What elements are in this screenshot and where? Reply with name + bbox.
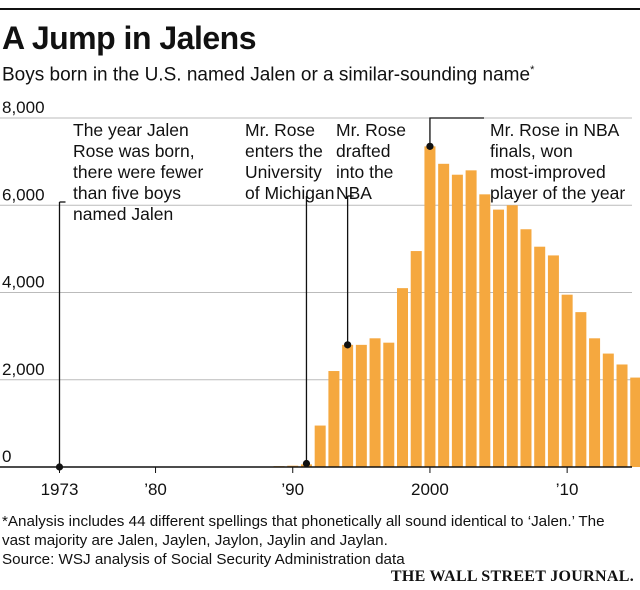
annotation-text: named Jalen (73, 204, 173, 224)
jalen-bar-chart: 0 2,000 4,000 6,000 8,000 1973 ’80 ’90 2000 ’10 Th… (0, 98, 640, 499)
bar (561, 294, 573, 467)
bar (547, 255, 559, 467)
bar (383, 342, 395, 467)
x-tick-label: 2000 (411, 480, 449, 499)
subtitle-text: Boys born in the U.S. named Jalen or a s… (2, 64, 531, 86)
footnote: *Analysis includes 44 different spelling… (2, 512, 632, 550)
annotation-text: The year Jalen (73, 120, 189, 140)
annotation-dot (426, 142, 434, 150)
bar (328, 371, 340, 467)
bar (314, 425, 326, 467)
publisher-logo: THE WALL STREET JOURNAL. (390, 568, 634, 585)
bar (397, 288, 408, 467)
bar (506, 205, 518, 467)
chart-subtitle: Boys born in the U.S. named Jalen or a s… (2, 64, 534, 86)
y-tick-label: 6,000 (2, 185, 45, 204)
bar (424, 146, 436, 467)
bar (355, 344, 367, 467)
bar (616, 364, 628, 467)
annotation-text: there were fewer (73, 162, 204, 182)
bar (602, 353, 614, 467)
y-tick-label: 2,000 (2, 360, 45, 379)
y-tick-label: 4,000 (2, 273, 45, 292)
chart-title: A Jump in Jalens (2, 20, 257, 56)
bar (369, 338, 381, 467)
bar (589, 338, 601, 467)
annotation-text: Rose was born, (73, 141, 195, 161)
bar (451, 174, 463, 467)
annotation-dot (55, 463, 64, 471)
x-tick-label: ’80 (144, 480, 167, 499)
bar (534, 246, 546, 467)
top-rule (0, 8, 640, 10)
footnote-marker: * (530, 64, 535, 76)
bar (479, 194, 491, 467)
annotation-text: Mr. Rose (245, 120, 315, 140)
annotation-dot (344, 341, 352, 349)
bar (465, 170, 477, 467)
annotation-text: Mr. Rose in NBA (490, 120, 620, 140)
bar (438, 163, 450, 467)
bar (410, 251, 422, 467)
annotation-text: most-improved (490, 162, 606, 182)
bar (342, 344, 354, 467)
annotation-text: into the (336, 162, 393, 182)
annotation-dot (302, 459, 311, 468)
footnote-text: *Analysis includes 44 different spelling… (2, 513, 605, 549)
annotation-text: player of the year (490, 183, 625, 203)
annotation-text: NBA (336, 183, 372, 203)
x-tick-label: ’10 (556, 480, 579, 499)
y-tick-label: 8,000 (2, 98, 45, 117)
annotation-text: University (245, 162, 322, 182)
x-tick-label: 1973 (41, 480, 79, 499)
annotation-text: enters the (245, 141, 323, 161)
bar (493, 209, 505, 468)
y-tick-label: 0 (2, 447, 11, 466)
bar (630, 377, 640, 467)
bar (520, 229, 532, 467)
annotation-text: drafted (336, 141, 390, 161)
bar (575, 312, 587, 467)
annotation-text: of Michigan (245, 183, 335, 203)
annotation-text: than five boys (73, 183, 181, 203)
annotation-leader (429, 117, 484, 147)
x-tick-label: ’90 (281, 480, 304, 499)
source-line: Source: WSJ analysis of Social Security … (2, 551, 405, 568)
annotation-text: finals, won (490, 141, 573, 161)
annotation-text: Mr. Rose (336, 120, 406, 140)
